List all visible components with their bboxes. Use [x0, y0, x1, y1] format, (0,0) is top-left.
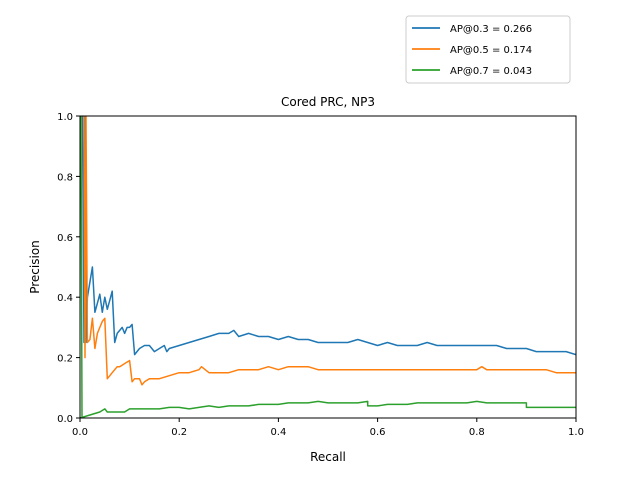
- chart-title: Cored PRC, NP3: [281, 95, 375, 109]
- x-tick-label: 1.0: [568, 427, 584, 438]
- x-tick-label: 0.0: [72, 427, 88, 438]
- x-axis-label: Recall: [310, 450, 346, 464]
- y-tick-label: 0.6: [57, 233, 73, 244]
- y-axis: 0.0 0.2 0.4 0.6 0.8 1.0: [57, 112, 80, 425]
- plot-area: [80, 116, 576, 418]
- y-tick-label: 1.0: [57, 112, 73, 123]
- series-line-2: [83, 116, 576, 386]
- legend-label-2: AP@0.5 = 0.174: [450, 45, 532, 56]
- series-layer: [80, 116, 576, 418]
- series-line-1: [81, 116, 576, 356]
- series-line-3: [80, 116, 576, 418]
- legend-label-1: AP@0.3 = 0.266: [450, 24, 532, 35]
- legend-label-3: AP@0.7 = 0.043: [450, 66, 532, 77]
- legend-box: [405, 15, 571, 84]
- x-axis: 0.0 0.2 0.4 0.6 0.8 1.0: [72, 418, 584, 438]
- x-tick-label: 0.8: [469, 427, 485, 438]
- x-tick-label: 0.6: [370, 427, 386, 438]
- y-tick-label: 0.8: [57, 172, 73, 183]
- y-tick-label: 0.2: [57, 354, 73, 365]
- x-tick-label: 0.4: [270, 427, 286, 438]
- y-tick-label: 0.0: [57, 414, 73, 425]
- x-tick-label: 0.2: [171, 427, 187, 438]
- legend: AP@0.3 = 0.266 AP@0.5 = 0.174 AP@0.7 = 0.0…: [405, 15, 571, 84]
- y-tick-label: 0.4: [57, 293, 73, 304]
- axes-frame: [79, 115, 577, 419]
- y-axis-label: Precision: [28, 240, 42, 294]
